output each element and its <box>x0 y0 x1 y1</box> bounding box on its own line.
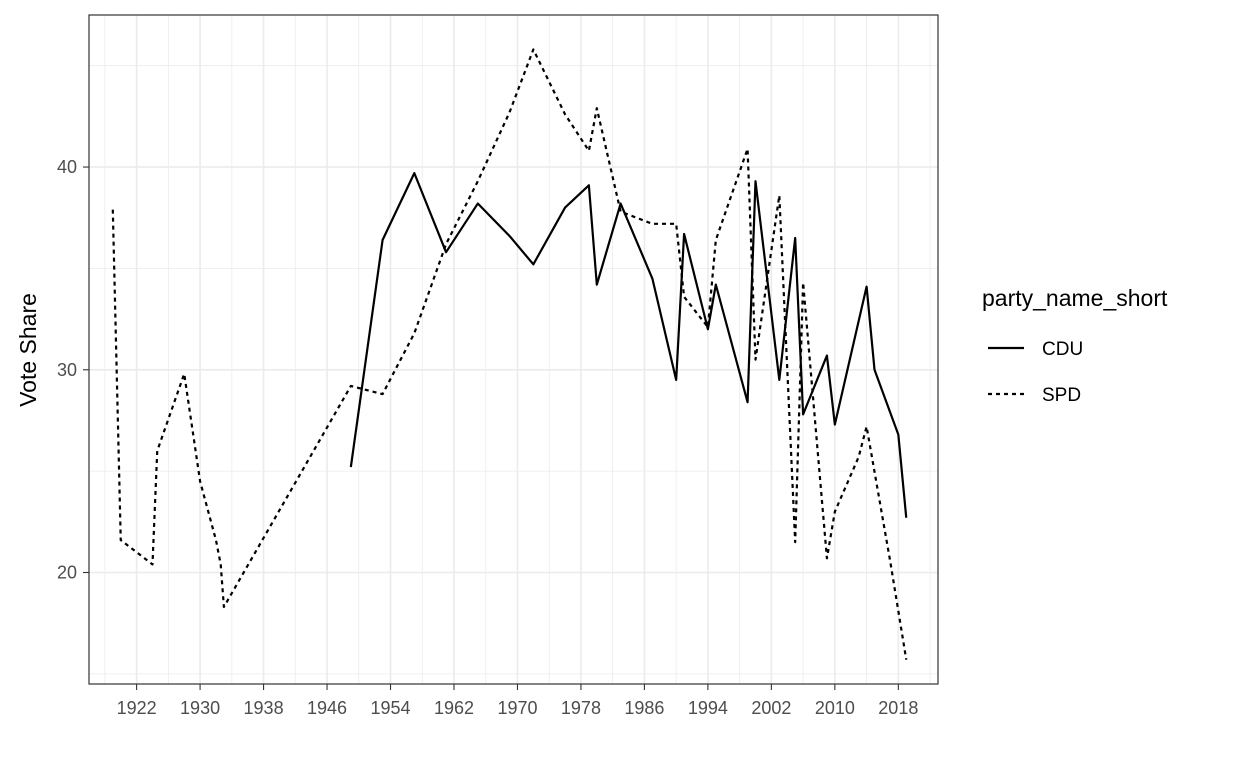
x-tick-label: 1978 <box>561 698 601 718</box>
series-line-spd <box>111 48 908 660</box>
legend-title: party_name_short <box>982 285 1168 311</box>
major-gridlines <box>89 15 938 684</box>
x-tick-label: 1922 <box>117 698 157 718</box>
x-tick-label: 1954 <box>370 698 410 718</box>
x-tick-label: 1986 <box>624 698 664 718</box>
legend-items: CDU SPD <box>988 339 1083 406</box>
x-tick-label: 1994 <box>688 698 728 718</box>
legend-item-cdu: CDU <box>988 339 1083 360</box>
y-axis-title: Vote Share <box>15 293 41 407</box>
x-tick-label: 1930 <box>180 698 220 718</box>
series-lines <box>111 48 908 660</box>
x-tick-label: 1946 <box>307 698 347 718</box>
x-tick-label: 1938 <box>244 698 284 718</box>
plot-panel-border <box>88 14 939 685</box>
y-tick-label: 20 <box>57 563 77 583</box>
plot-panel-background <box>89 15 938 684</box>
legend-label-cdu: CDU <box>1042 339 1083 360</box>
x-tick-label: 2010 <box>815 698 855 718</box>
y-tick-label: 40 <box>57 157 77 177</box>
x-tick-label: 2018 <box>878 698 918 718</box>
legend-label-spd: SPD <box>1042 385 1081 406</box>
y-tick-label: 30 <box>57 360 77 380</box>
y-axis: 20 30 40 <box>57 157 89 583</box>
x-tick-label: 1962 <box>434 698 474 718</box>
x-tick-label: 1970 <box>497 698 537 718</box>
x-axis: 1922 1930 1938 1946 1954 1962 1970 1978 1986 1994… <box>117 684 918 718</box>
x-tick-label: 2002 <box>751 698 791 718</box>
series-line-cdu <box>349 172 908 518</box>
legend: party_name_short CDU SPD <box>982 285 1168 406</box>
legend-item-spd: SPD <box>988 385 1081 406</box>
